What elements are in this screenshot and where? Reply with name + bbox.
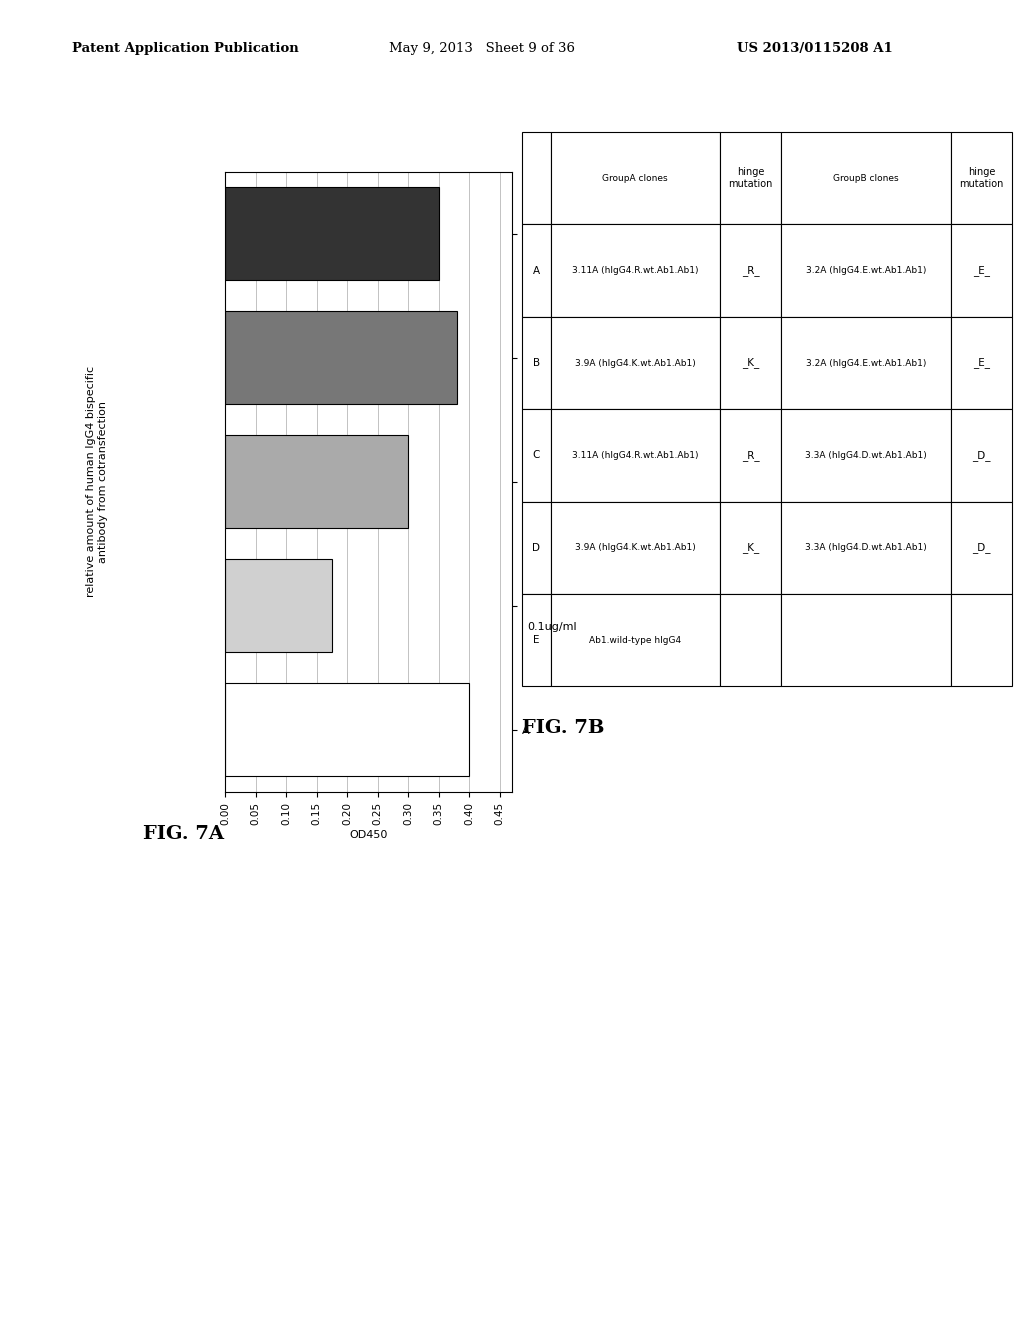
Bar: [720, 317, 781, 409]
Bar: [225, 684, 469, 776]
Text: _D_: _D_: [972, 450, 991, 461]
Bar: [551, 409, 720, 502]
Bar: [522, 317, 551, 409]
Bar: [551, 132, 720, 224]
Bar: [951, 224, 1012, 317]
Text: E: E: [534, 635, 540, 645]
Bar: [225, 312, 457, 404]
Text: _E_: _E_: [973, 265, 990, 276]
Text: May 9, 2013   Sheet 9 of 36: May 9, 2013 Sheet 9 of 36: [389, 42, 575, 55]
Text: FIG. 7A: FIG. 7A: [143, 825, 224, 843]
Text: _K_: _K_: [742, 543, 760, 553]
Bar: [551, 594, 720, 686]
Bar: [781, 409, 951, 502]
Text: hinge
mutation: hinge mutation: [959, 168, 1004, 189]
Bar: [720, 132, 781, 224]
Text: Patent Application Publication: Patent Application Publication: [72, 42, 298, 55]
X-axis label: OD450: OD450: [349, 830, 388, 841]
Text: relative amount of human IgG4 bispecific
antibody from cotransfection: relative amount of human IgG4 bispecific…: [86, 366, 109, 598]
Bar: [720, 224, 781, 317]
Text: FIG. 7B: FIG. 7B: [522, 719, 605, 738]
Text: Ab1.wild-type hIgG4: Ab1.wild-type hIgG4: [589, 636, 681, 644]
Bar: [781, 594, 951, 686]
Text: D: D: [532, 543, 541, 553]
Bar: [225, 436, 409, 528]
Text: _R_: _R_: [741, 265, 760, 276]
Bar: [951, 132, 1012, 224]
Text: 3.2A (hIgG4.E.wt.Ab1.Ab1): 3.2A (hIgG4.E.wt.Ab1.Ab1): [806, 359, 927, 367]
Text: 3.9A (hIgG4.K.wt.Ab1.Ab1): 3.9A (hIgG4.K.wt.Ab1.Ab1): [574, 544, 695, 552]
Bar: [522, 224, 551, 317]
Bar: [551, 224, 720, 317]
Bar: [551, 317, 720, 409]
Bar: [522, 594, 551, 686]
Text: A: A: [532, 265, 540, 276]
Bar: [720, 502, 781, 594]
Text: _E_: _E_: [973, 358, 990, 368]
Text: hinge
mutation: hinge mutation: [728, 168, 773, 189]
Bar: [781, 224, 951, 317]
Text: GroupB clones: GroupB clones: [834, 174, 899, 182]
Text: US 2013/0115208 A1: US 2013/0115208 A1: [737, 42, 893, 55]
Bar: [225, 560, 332, 652]
Bar: [951, 594, 1012, 686]
Text: C: C: [532, 450, 540, 461]
Text: GroupA clones: GroupA clones: [602, 174, 668, 182]
Bar: [951, 317, 1012, 409]
Bar: [951, 409, 1012, 502]
Text: 3.2A (hIgG4.E.wt.Ab1.Ab1): 3.2A (hIgG4.E.wt.Ab1.Ab1): [806, 267, 927, 275]
Bar: [551, 502, 720, 594]
Bar: [951, 502, 1012, 594]
Text: 3.3A (hIgG4.D.wt.Ab1.Ab1): 3.3A (hIgG4.D.wt.Ab1.Ab1): [805, 544, 927, 552]
Text: B: B: [532, 358, 540, 368]
Bar: [720, 594, 781, 686]
Bar: [522, 132, 551, 224]
Bar: [781, 132, 951, 224]
Text: 3.9A (hIgG4.K.wt.Ab1.Ab1): 3.9A (hIgG4.K.wt.Ab1.Ab1): [574, 359, 695, 367]
Text: 3.11A (hIgG4.R.wt.Ab1.Ab1): 3.11A (hIgG4.R.wt.Ab1.Ab1): [572, 451, 698, 459]
Bar: [781, 317, 951, 409]
Bar: [781, 502, 951, 594]
Bar: [720, 409, 781, 502]
Bar: [522, 502, 551, 594]
Text: _R_: _R_: [741, 450, 760, 461]
Text: 3.3A (hIgG4.D.wt.Ab1.Ab1): 3.3A (hIgG4.D.wt.Ab1.Ab1): [805, 451, 927, 459]
Text: _D_: _D_: [972, 543, 991, 553]
Text: 3.11A (hIgG4.R.wt.Ab1.Ab1): 3.11A (hIgG4.R.wt.Ab1.Ab1): [572, 267, 698, 275]
Bar: [225, 187, 439, 280]
Bar: [522, 409, 551, 502]
Text: 0.1ug/ml: 0.1ug/ml: [527, 622, 577, 632]
Text: _K_: _K_: [742, 358, 760, 368]
